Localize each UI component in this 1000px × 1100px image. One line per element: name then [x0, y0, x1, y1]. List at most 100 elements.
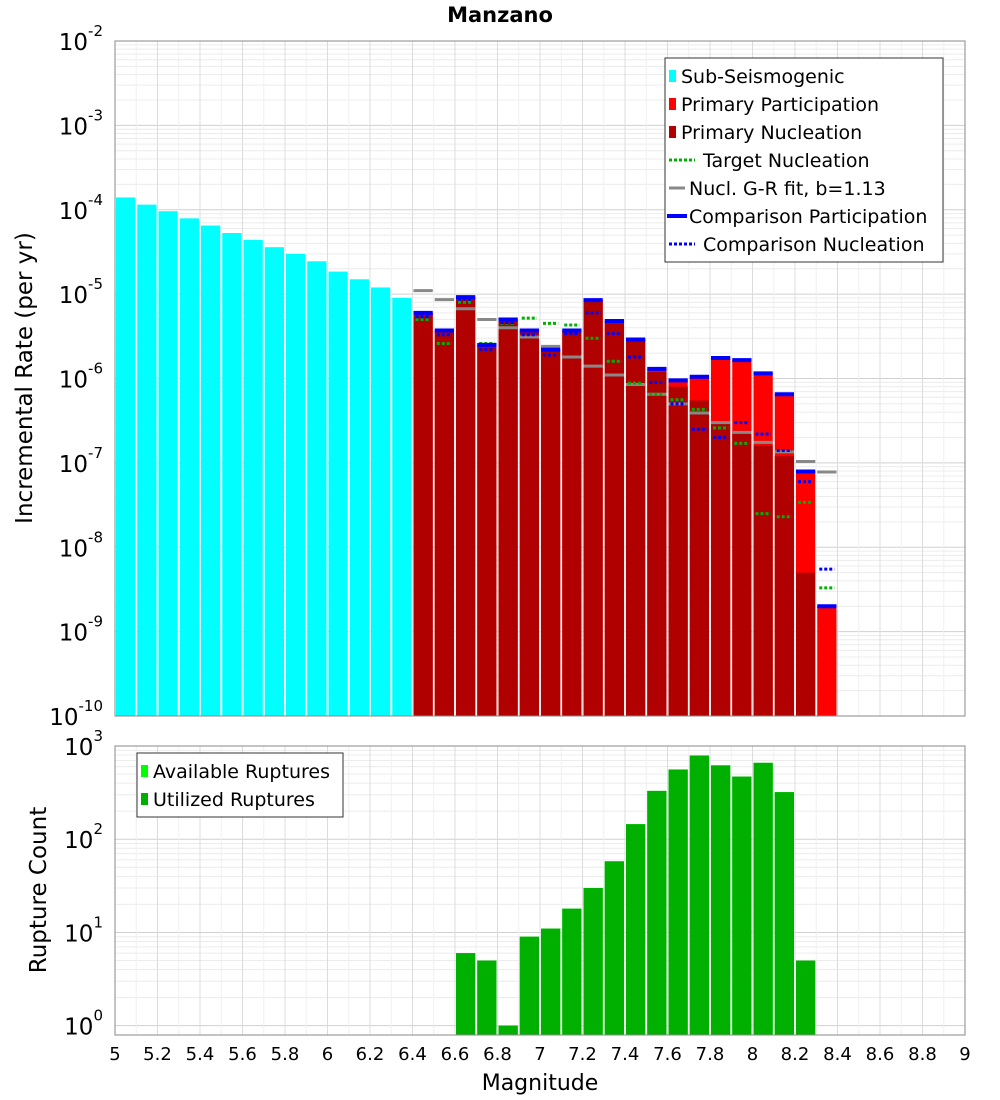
bottom-legend-label: Utilized Ruptures [153, 789, 315, 811]
bar-sub-seismogenic [116, 197, 136, 717]
top-legend-label: Comparison Participation [689, 206, 927, 228]
bar-utilized-ruptures [668, 769, 688, 1035]
top-legend-label: Comparison Nucleation [703, 234, 925, 256]
x-tick-label: 8 [747, 1044, 758, 1065]
top-y-tick-label: 10-5 [59, 275, 103, 309]
bar-primary-nucleation [689, 400, 709, 716]
top-y-axis-label: Incremental Rate (per yr) [12, 232, 38, 524]
bar-utilized-ruptures [774, 792, 794, 1035]
bar-primary-nucleation [583, 300, 603, 716]
top-legend-swatch [669, 98, 676, 110]
bar-utilized-ruptures [562, 908, 582, 1035]
bar-utilized-ruptures [541, 928, 561, 1035]
bar-utilized-ruptures [519, 936, 539, 1035]
bar-primary-nucleation [668, 386, 688, 716]
bottom-legend: Available Ruptures Utilized Ruptures [136, 752, 344, 818]
top-y-tick-label: 10-9 [59, 613, 103, 647]
top-y-tick-label: 10-6 [59, 360, 103, 394]
bar-primary-nucleation [541, 349, 561, 716]
bottom-y-tick-label: 101 [64, 913, 103, 947]
bottom-y-tick-label: 103 [64, 727, 103, 761]
bar-utilized-ruptures [604, 861, 624, 1035]
bottom-bars [456, 755, 816, 1035]
top-legend-label: Target Nucleation [702, 150, 870, 172]
x-tick-label: 8.6 [866, 1044, 895, 1065]
bar-utilized-ruptures [647, 790, 667, 1035]
x-tick-label: 9 [959, 1044, 970, 1065]
bar-utilized-ruptures [796, 960, 816, 1035]
top-overlay-lines [413, 289, 837, 609]
x-tick-label: 8.4 [823, 1044, 852, 1065]
top-y-tick-label: 10-10 [49, 697, 103, 731]
bar-sub-seismogenic [264, 247, 284, 716]
top-y-tick-label: 10-7 [59, 444, 103, 478]
x-tick-label: 6.2 [356, 1044, 385, 1065]
x-tick-labels: 5 5.2 5.4 5.6 5.8 6 6.2 6.4 6.6 6.8 7 7.2 7.4 7.6 7.8 8… [109, 1044, 970, 1065]
bar-sub-seismogenic [328, 271, 348, 716]
bar-sub-seismogenic [307, 261, 327, 716]
top-y-tick-label: 10-3 [59, 106, 103, 140]
bar-primary-nucleation [626, 339, 646, 716]
chart-title: Manzano [447, 3, 553, 27]
top-plot-frame [114, 40, 966, 717]
bar-primary-nucleation [604, 321, 624, 716]
top-y-tick-label: 10-8 [59, 528, 103, 562]
bottom-y-tick-label: 100 [64, 1007, 103, 1041]
top-legend-box [664, 57, 944, 263]
bar-primary-nucleation [774, 456, 794, 716]
top-legend-label: Primary Nucleation [681, 122, 862, 144]
bar-utilized-ruptures [477, 960, 497, 1035]
top-y-tick-label: 10-2 [59, 22, 103, 56]
bar-primary-nucleation [732, 430, 752, 716]
top-y-tick-label: 10-4 [59, 191, 103, 225]
x-tick-label: 7.2 [568, 1044, 597, 1065]
x-tick-label: 8.8 [908, 1044, 937, 1065]
x-tick-label: 7 [534, 1044, 545, 1065]
bottom-y-tick-label: 102 [64, 820, 103, 854]
x-tick-label: 5 [109, 1044, 120, 1065]
bar-primary-nucleation [477, 344, 497, 716]
top-legend-label: Nucl. G-R fit, b=1.13 [689, 178, 886, 200]
bar-utilized-ruptures [456, 953, 476, 1035]
bar-primary-nucleation [796, 572, 816, 716]
top-bars [116, 197, 837, 717]
bar-utilized-ruptures [626, 824, 646, 1035]
bar-sub-seismogenic [201, 225, 221, 716]
bar-primary-participation [817, 606, 837, 716]
bottom-plot-frame [114, 745, 966, 1036]
bar-sub-seismogenic [371, 287, 391, 716]
bar-primary-nucleation [434, 330, 454, 716]
bar-primary-nucleation [498, 319, 518, 716]
top-legend-label: Sub-Seismogenic [681, 66, 845, 88]
top-y-tick-labels: 10-10 10-9 10-8 10-7 10-6 10-5 10-4 10-3 10-2 [49, 22, 103, 731]
x-tick-label: 7.6 [653, 1044, 682, 1065]
x-tick-label: 7.8 [696, 1044, 725, 1065]
bottom-y-tick-labels: 100 101 102 103 [64, 727, 103, 1041]
top-legend-swatch [669, 126, 676, 138]
bar-utilized-ruptures [689, 755, 709, 1035]
bar-sub-seismogenic [222, 233, 242, 716]
bar-sub-seismogenic [243, 239, 263, 716]
bar-utilized-ruptures [498, 1025, 518, 1035]
bar-sub-seismogenic [137, 204, 157, 717]
x-tick-label: 5.4 [186, 1044, 215, 1065]
bar-sub-seismogenic [179, 218, 199, 717]
bottom-legend-label: Available Ruptures [153, 761, 330, 783]
bar-utilized-ruptures [583, 887, 603, 1035]
x-tick-label: 7.4 [611, 1044, 640, 1065]
x-tick-label: 8.2 [781, 1044, 810, 1065]
bar-sub-seismogenic [349, 279, 369, 716]
bar-primary-nucleation [413, 312, 433, 716]
bar-primary-nucleation [647, 371, 667, 716]
bar-primary-nucleation [711, 422, 731, 716]
bar-sub-seismogenic [158, 211, 178, 717]
x-tick-label: 5.8 [271, 1044, 300, 1065]
top-legend: Sub-Seismogenic Primary Participation Prim… [664, 57, 944, 263]
x-tick-label: 5.6 [228, 1044, 257, 1065]
bar-primary-nucleation [456, 297, 476, 716]
bar-sub-seismogenic [286, 253, 306, 716]
bottom-legend-swatch [141, 793, 148, 805]
x-tick-label: 5.2 [143, 1044, 172, 1065]
x-tick-label: 6.4 [398, 1044, 427, 1065]
